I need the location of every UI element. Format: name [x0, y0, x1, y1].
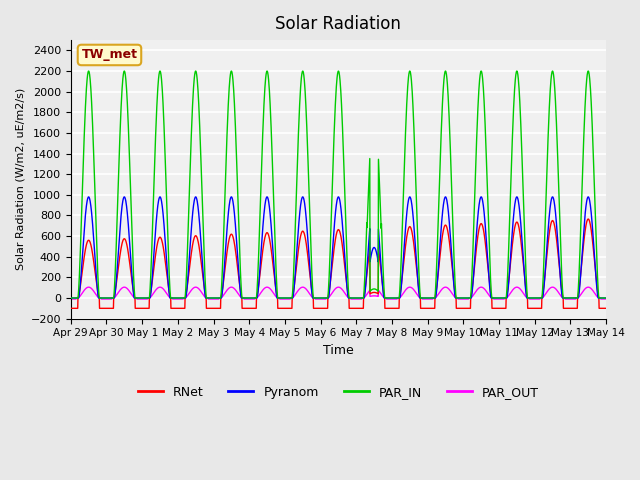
X-axis label: Time: Time	[323, 344, 354, 357]
Y-axis label: Solar Radiation (W/m2, uE/m2/s): Solar Radiation (W/m2, uE/m2/s)	[15, 88, 25, 271]
Legend: RNet, Pyranom, PAR_IN, PAR_OUT: RNet, Pyranom, PAR_IN, PAR_OUT	[132, 381, 544, 404]
Title: Solar Radiation: Solar Radiation	[275, 15, 401, 33]
Text: TW_met: TW_met	[81, 48, 138, 61]
